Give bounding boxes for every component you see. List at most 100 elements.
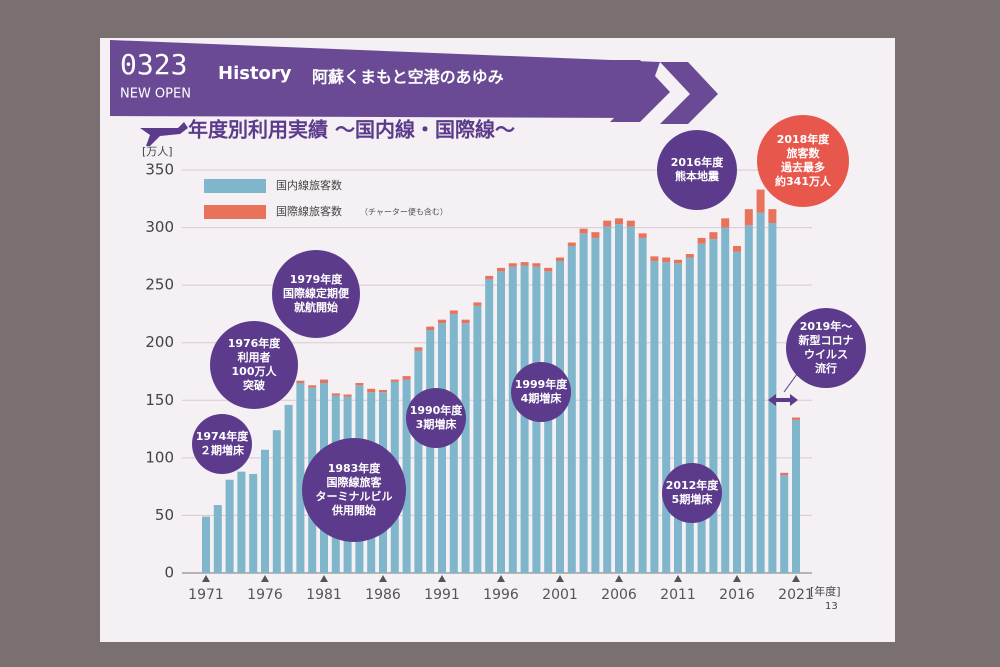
bar-segment — [768, 209, 777, 223]
bar-segment — [579, 228, 588, 234]
bar-segment — [261, 449, 269, 573]
annotation-bubble — [272, 250, 360, 338]
annotation-text: 突破 — [243, 378, 265, 392]
bar-segment — [567, 242, 576, 246]
bar-segment — [520, 262, 529, 266]
x-unit: [年度] — [810, 584, 841, 598]
annotation-text: 流行 — [815, 361, 837, 375]
x-tick-mark — [438, 575, 446, 582]
bar-segment — [733, 245, 741, 252]
bar-segment — [379, 389, 387, 393]
bar-segment — [426, 326, 435, 331]
x-tick-mark — [497, 575, 505, 582]
bar-segment — [709, 239, 718, 574]
header-section: History — [218, 63, 292, 84]
x-tick-mark — [320, 575, 328, 582]
x-tick-mark — [615, 575, 623, 582]
annotation-text: 就航開始 — [294, 300, 338, 314]
bar-segment — [615, 224, 623, 574]
chevron — [610, 60, 670, 122]
bar-segment — [237, 471, 246, 573]
annotation-text: 国際線定期便 — [283, 286, 350, 300]
bar-segment — [591, 237, 600, 574]
bar-segment — [626, 220, 635, 227]
bar-segment — [284, 404, 293, 573]
bar-segment — [390, 379, 399, 382]
x-tick-mark — [261, 575, 269, 582]
bar-segment — [744, 225, 753, 574]
annotation-text: 2018年度 — [777, 132, 831, 146]
bar-segment — [367, 388, 376, 393]
bar-segment — [697, 237, 706, 244]
bar-segment — [638, 233, 647, 238]
arrow-head — [768, 394, 798, 406]
y-tick-label: 250 — [145, 276, 174, 294]
y-tick-label: 200 — [145, 333, 174, 351]
bar-segment — [556, 260, 564, 573]
bar-segment — [792, 417, 800, 420]
bar-segment — [733, 251, 741, 573]
plane-icon — [140, 122, 188, 146]
annotation-text: 国際線旅客 — [327, 475, 383, 489]
bar-segment — [674, 259, 682, 264]
x-tick-mark — [674, 575, 682, 582]
x-tick-label: 1981 — [306, 587, 342, 603]
bar-segment — [685, 257, 694, 573]
page-number: 13 — [825, 601, 838, 612]
bar-segment — [721, 218, 730, 228]
bar-segment — [402, 379, 411, 573]
x-tick-mark — [379, 575, 387, 582]
bar-segment — [603, 220, 612, 227]
header-band — [110, 40, 660, 118]
annotation-bubble — [406, 388, 466, 448]
annotation-bubble — [786, 308, 866, 388]
annotation-text: ターミナルビル — [316, 489, 393, 503]
bar-segment — [485, 279, 494, 573]
x-tick-label: 1986 — [365, 587, 401, 603]
bar-segment — [579, 233, 588, 574]
y-tick-label: 300 — [145, 218, 174, 236]
annotation-text: 1983年度 — [328, 461, 382, 475]
bar-segment — [497, 267, 505, 272]
annotation-text: 100万人 — [232, 364, 278, 378]
annotation-text: 新型コロナ — [799, 333, 854, 347]
x-tick-mark — [202, 575, 210, 582]
bar-segment — [603, 226, 612, 574]
legend-swatch — [204, 179, 266, 193]
x-tick-label: 2021 — [778, 587, 814, 603]
annotation-text: 1999年度 — [515, 377, 569, 391]
annotation-text: 1976年度 — [228, 336, 282, 350]
annotation-bubble — [210, 321, 298, 409]
y-tick-label: 150 — [145, 391, 174, 409]
bar-segment — [508, 263, 517, 267]
bar-segment — [744, 209, 753, 226]
annotation-bubble — [192, 414, 252, 474]
annotation-text: 熊本地震 — [675, 169, 720, 183]
annotation-text: 4期増床 — [521, 391, 563, 405]
bar-segment — [213, 505, 222, 573]
annotation-text: 5期増床 — [672, 492, 714, 506]
chart-title: 年度別利用実績 ～国内線・国際線～ — [188, 118, 515, 142]
annotation-text: 2019年～ — [800, 319, 853, 333]
annotation-bubble — [757, 115, 849, 207]
header-sub: NEW OPEN — [120, 87, 191, 102]
bar-segment — [343, 394, 352, 397]
bar-segment — [473, 305, 482, 573]
bar-segment — [638, 237, 647, 574]
annotation-text: 過去最多 — [780, 160, 825, 174]
bar-segment — [780, 475, 789, 573]
annotation-text: 利用者 — [238, 350, 271, 364]
bar-segment — [308, 385, 317, 388]
annotation-text: 約341万人 — [775, 174, 832, 188]
bar-segment — [320, 379, 328, 384]
bar-segment — [225, 479, 234, 573]
bar-segment — [780, 472, 789, 476]
bar-segment — [296, 380, 305, 384]
bar-segment — [756, 212, 765, 574]
bar-segment — [650, 256, 659, 261]
bar-segment — [650, 260, 659, 573]
annotation-bubble — [302, 438, 406, 542]
bar-segment — [438, 323, 446, 573]
chevron — [660, 62, 718, 124]
